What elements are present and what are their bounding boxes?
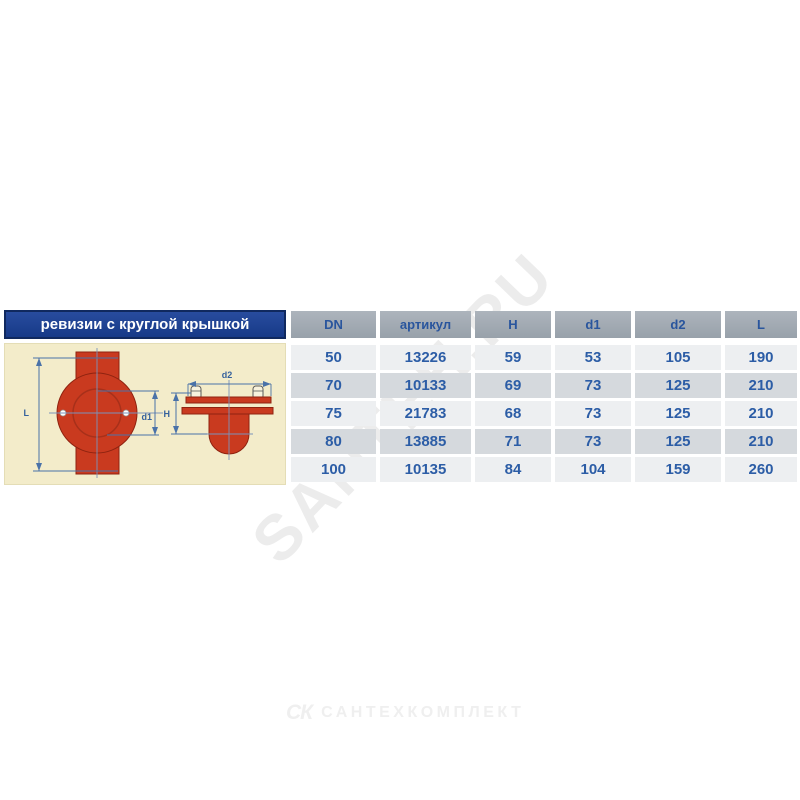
cell-dn: 70 xyxy=(291,373,376,398)
table-row: 70 10133 69 73 125 210 xyxy=(291,373,797,398)
spec-table: DN артикул H d1 d2 L 50 13226 59 53 105 … xyxy=(291,311,797,485)
table-row: 50 13226 59 53 105 190 xyxy=(291,345,797,370)
dim-label-d2: d2 xyxy=(222,370,233,380)
brand-name: САНТЕХКОМПЛЕКТ xyxy=(321,704,525,721)
cell-dn: 75 xyxy=(291,401,376,426)
cell-h: 59 xyxy=(475,345,551,370)
panel-title-bar: ревизии с круглой крышкой xyxy=(4,310,286,339)
panel-title: ревизии с круглой крышкой xyxy=(40,316,250,333)
cell-artikul: 13226 xyxy=(380,345,471,370)
cell-d2: 105 xyxy=(635,345,721,370)
column-header-d1: d1 xyxy=(555,311,631,338)
cell-d1: 73 xyxy=(555,373,631,398)
column-header-h: H xyxy=(475,311,551,338)
side-view: d2 H xyxy=(164,370,274,460)
cell-d1: 53 xyxy=(555,345,631,370)
cell-l: 210 xyxy=(725,429,797,454)
table-row: 100 10135 84 104 159 260 xyxy=(291,457,797,482)
dim-label-d1: d1 xyxy=(141,412,152,422)
brand-logo-icon: СК xyxy=(286,701,313,724)
table-header-row: DN артикул H d1 d2 L xyxy=(291,311,797,338)
cell-h: 71 xyxy=(475,429,551,454)
cell-d2: 125 xyxy=(635,373,721,398)
column-header-artikul: артикул xyxy=(380,311,471,338)
dim-label-l: L xyxy=(24,408,30,418)
table-row: 80 13885 71 73 125 210 xyxy=(291,429,797,454)
cell-d2: 159 xyxy=(635,457,721,482)
cell-h: 68 xyxy=(475,401,551,426)
cell-d1: 73 xyxy=(555,429,631,454)
cell-d2: 125 xyxy=(635,429,721,454)
front-view: L d1 xyxy=(24,348,163,478)
column-header-l: L xyxy=(725,311,797,338)
dim-label-h: H xyxy=(164,409,171,419)
cell-l: 190 xyxy=(725,345,797,370)
cell-artikul: 10135 xyxy=(380,457,471,482)
cell-h: 84 xyxy=(475,457,551,482)
table-row: 75 21783 68 73 125 210 xyxy=(291,401,797,426)
column-header-d2: d2 xyxy=(635,311,721,338)
cell-l: 210 xyxy=(725,401,797,426)
cell-l: 210 xyxy=(725,373,797,398)
cell-artikul: 10133 xyxy=(380,373,471,398)
cell-artikul: 13885 xyxy=(380,429,471,454)
cell-dn: 50 xyxy=(291,345,376,370)
cell-l: 260 xyxy=(725,457,797,482)
fitting-drawing: L d1 d2 xyxy=(24,348,274,478)
cell-d2: 125 xyxy=(635,401,721,426)
cell-artikul: 21783 xyxy=(380,401,471,426)
cell-dn: 80 xyxy=(291,429,376,454)
column-header-dn: DN xyxy=(291,311,376,338)
brand-footer: СК САНТЕХКОМПЛЕКТ xyxy=(286,701,524,725)
cell-d1: 73 xyxy=(555,401,631,426)
cell-h: 69 xyxy=(475,373,551,398)
cell-d1: 104 xyxy=(555,457,631,482)
technical-drawing-panel: L d1 d2 xyxy=(4,343,286,485)
cell-dn: 100 xyxy=(291,457,376,482)
